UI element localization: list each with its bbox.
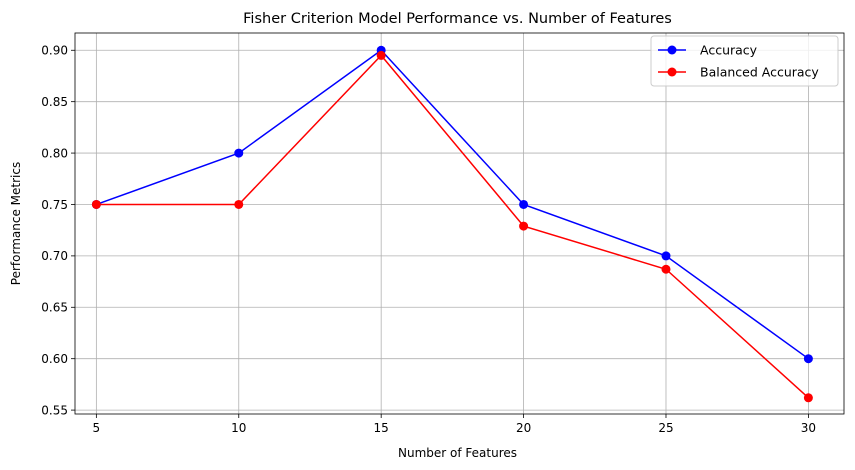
data-point-accuracy (519, 199, 529, 209)
data-point-balanced-accuracy (519, 221, 529, 231)
y-axis-label: Performance Metrics (9, 162, 23, 285)
y-axis-ticks: 0.55 0.60 0.65 0.70 0.75 0.80 0.85 0.90 (41, 44, 75, 417)
y-tick-label: 0.55 (41, 403, 68, 417)
legend-accuracy-marker (667, 45, 677, 55)
y-tick-label: 0.90 (41, 44, 68, 58)
chart-title: Fisher Criterion Model Performance vs. N… (243, 11, 672, 27)
series-line-accuracy (96, 49, 809, 360)
x-tick-label: 5 (93, 421, 101, 435)
y-tick-label: 0.60 (41, 352, 68, 366)
x-tick-label: 15 (374, 421, 389, 435)
y-tick-label: 0.80 (41, 146, 68, 160)
x-tick-label: 25 (658, 421, 673, 435)
y-tick-label: 0.85 (41, 95, 68, 109)
series-line-balanced-accuracy (96, 54, 809, 399)
legend-balanced-accuracy-marker (667, 67, 677, 77)
data-point-balanced-accuracy (661, 264, 671, 274)
series-layer (91, 45, 813, 403)
x-axis-label: Number of Features (398, 446, 517, 460)
legend-box (650, 35, 839, 87)
legend-balanced-accuracy-label: Balanced Accuracy (700, 65, 819, 80)
data-point-balanced-accuracy (803, 393, 813, 403)
data-point-balanced-accuracy (234, 199, 244, 209)
y-tick-label: 0.75 (41, 198, 68, 212)
data-point-accuracy (803, 354, 813, 364)
x-tick-label: 10 (231, 421, 246, 435)
legend: Accuracy Balanced Accuracy (650, 35, 839, 87)
data-point-balanced-accuracy (376, 50, 386, 60)
y-tick-label: 0.70 (41, 249, 68, 263)
legend-accuracy-label: Accuracy (700, 43, 758, 58)
series-balanced-accuracy (91, 50, 813, 403)
plot-area-frame (74, 32, 845, 415)
grid (75, 33, 844, 414)
x-axis-ticks: 5 10 15 20 25 30 (93, 414, 816, 435)
x-tick-label: 30 (801, 421, 816, 435)
x-tick-label: 20 (516, 421, 531, 435)
data-point-accuracy (234, 148, 244, 158)
y-tick-label: 0.65 (41, 301, 68, 315)
data-point-accuracy (661, 251, 671, 261)
data-point-balanced-accuracy (91, 199, 101, 209)
